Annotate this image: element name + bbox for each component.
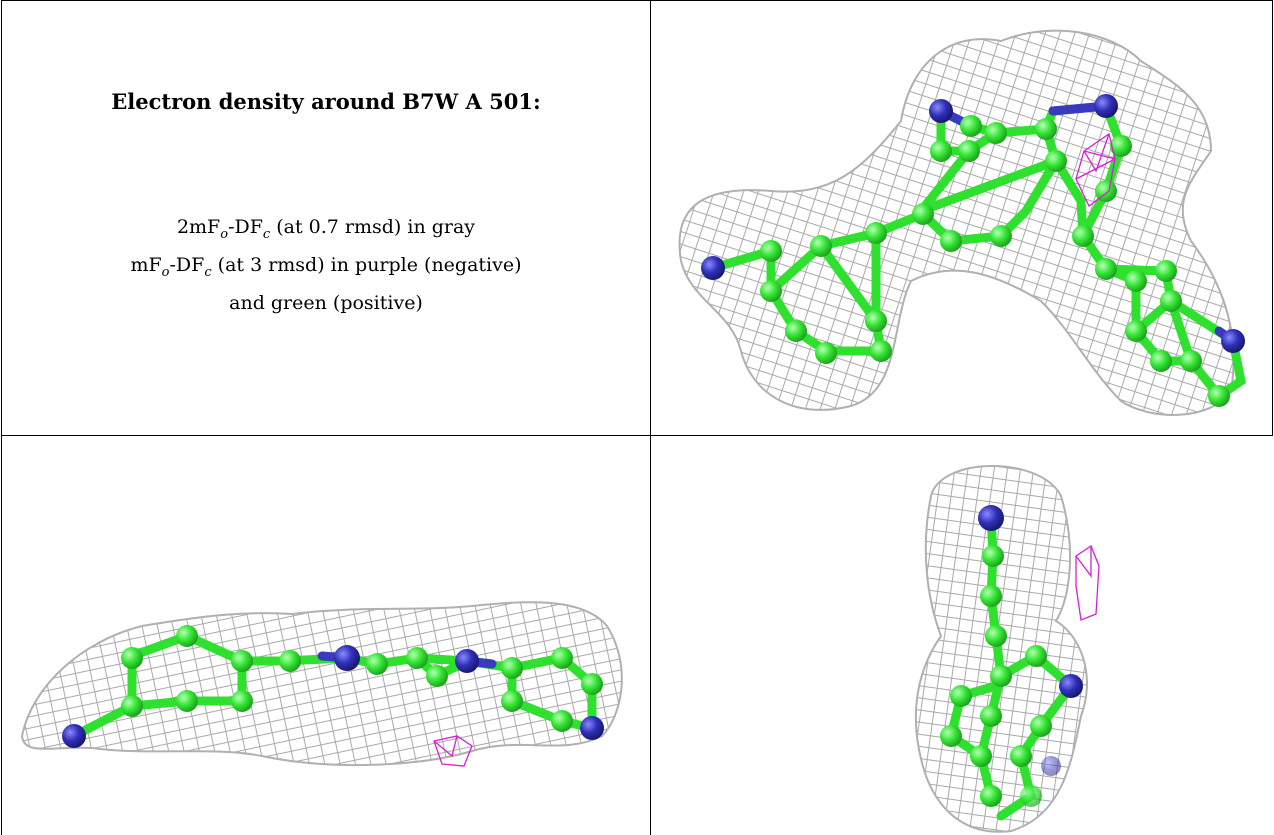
caption-legend: 2mFo-DFc (at 0.7 rmsd) in gray mFo-DFc (… (130, 212, 521, 319)
view-top-right (651, 1, 1272, 435)
legend-line-2fofc: 2mFo-DFc (at 0.7 rmsd) in gray (176, 216, 476, 242)
caption-cell: Electron density around B7W A 501: 2mFo-… (2, 1, 650, 435)
ligand-atoms (701, 94, 1245, 407)
molecule-mesh-view-1 (678, 29, 1246, 416)
molecule-mesh-view-2 (20, 601, 623, 767)
legend-line-fofc: mFo-DFc (at 3 rmsd) in purple (negative) (130, 253, 522, 280)
border-middle (650, 0, 651, 835)
negative-difference-density (1075, 132, 1116, 207)
molecule-mesh-view-3 (914, 465, 1100, 833)
border-left (1, 0, 2, 835)
density-mesh-2fofc (678, 29, 1235, 416)
ligand-atoms (62, 625, 604, 748)
border-row (1, 435, 1273, 436)
negative-difference-density (1075, 545, 1100, 621)
negative-difference-density (433, 735, 473, 767)
ligand-atoms (940, 505, 1083, 807)
caption-title: Electron density around B7W A 501: (111, 89, 541, 114)
border-right (1272, 0, 1273, 436)
view-bottom-right (651, 436, 1272, 835)
legend-line-positive: and green (positive) (229, 291, 423, 314)
density-mesh-2fofc (20, 601, 623, 767)
view-bottom-left (2, 436, 650, 835)
border-top (1, 0, 1273, 1)
